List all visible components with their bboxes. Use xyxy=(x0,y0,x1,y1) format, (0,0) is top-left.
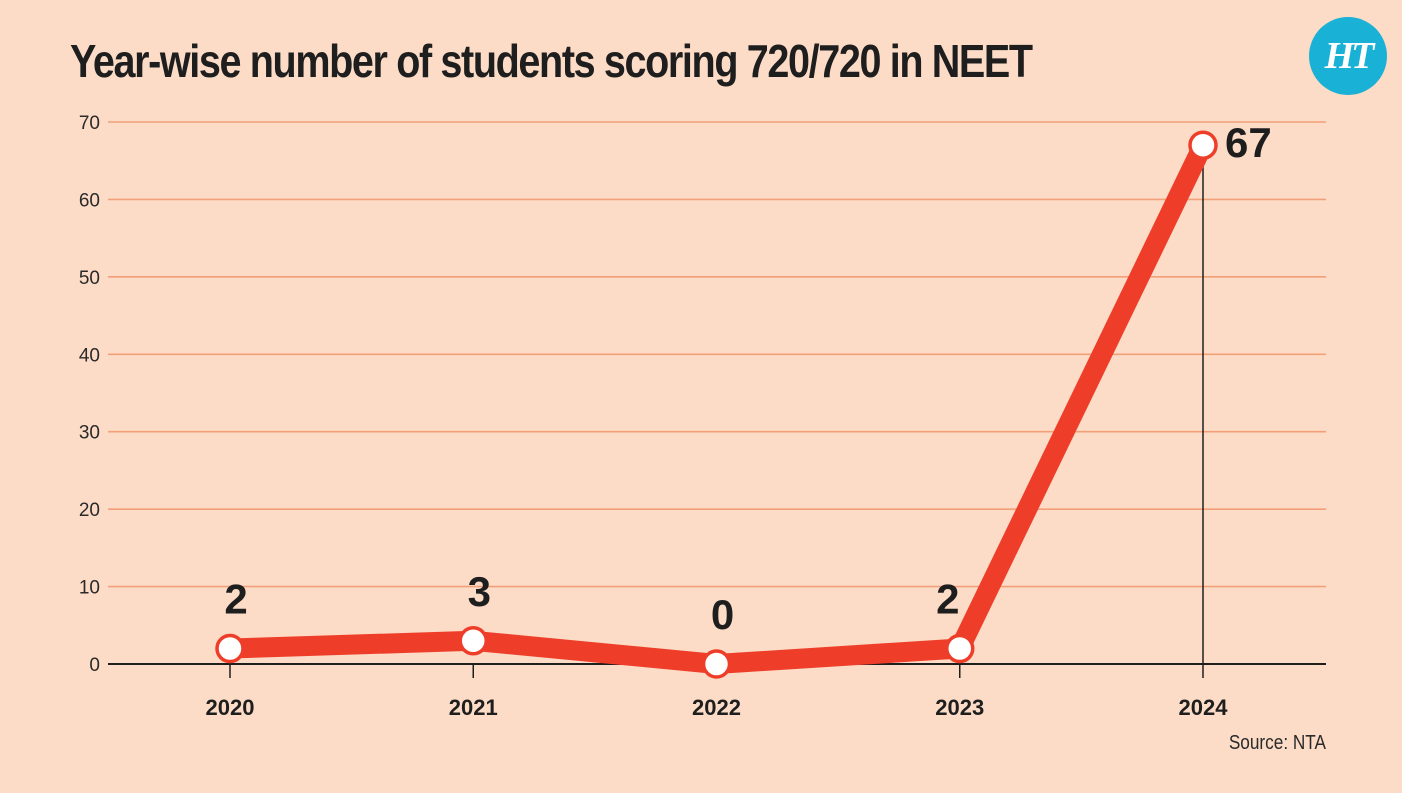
y-tick-label: 30 xyxy=(79,423,100,444)
data-point-2023 xyxy=(945,633,975,664)
y-tick-label: 10 xyxy=(79,578,100,599)
y-tick-label: 70 xyxy=(79,113,100,134)
data-label-2021: 3 xyxy=(468,568,491,615)
data-label-2020: 2 xyxy=(224,576,247,623)
chart-title: Year-wise number of students scoring 720… xyxy=(70,35,1033,87)
data-points xyxy=(215,130,1218,679)
data-point-2022 xyxy=(701,649,732,679)
data-label-2022: 0 xyxy=(711,591,734,638)
x-tick-label: 2022 xyxy=(692,695,741,720)
data-labels: 2 3 0 2 67 xyxy=(224,119,1271,638)
x-tick-label: 2023 xyxy=(935,695,984,720)
x-tick-label: 2020 xyxy=(206,695,255,720)
ht-logo: HT xyxy=(1309,17,1387,95)
data-label-2023: 2 xyxy=(936,576,959,623)
y-tick-label: 60 xyxy=(79,190,100,211)
y-tick-label: 0 xyxy=(89,655,100,676)
x-tick-label: 2021 xyxy=(449,695,498,720)
y-axis-ticks: 0 10 20 30 40 50 60 70 xyxy=(79,113,100,676)
source-note: Source: NTA xyxy=(1228,732,1326,754)
gridlines xyxy=(108,121,1326,588)
x-tick-label: 2024 xyxy=(1179,695,1229,720)
data-point-2020 xyxy=(215,633,245,664)
y-tick-label: 50 xyxy=(79,268,100,289)
ht-logo-text: HT xyxy=(1324,35,1375,77)
data-point-2021 xyxy=(458,626,488,656)
y-tick-label: 40 xyxy=(79,345,100,366)
y-tick-label: 20 xyxy=(79,500,100,521)
data-label-2024: 67 xyxy=(1225,119,1272,166)
data-point-2024 xyxy=(1188,130,1218,160)
